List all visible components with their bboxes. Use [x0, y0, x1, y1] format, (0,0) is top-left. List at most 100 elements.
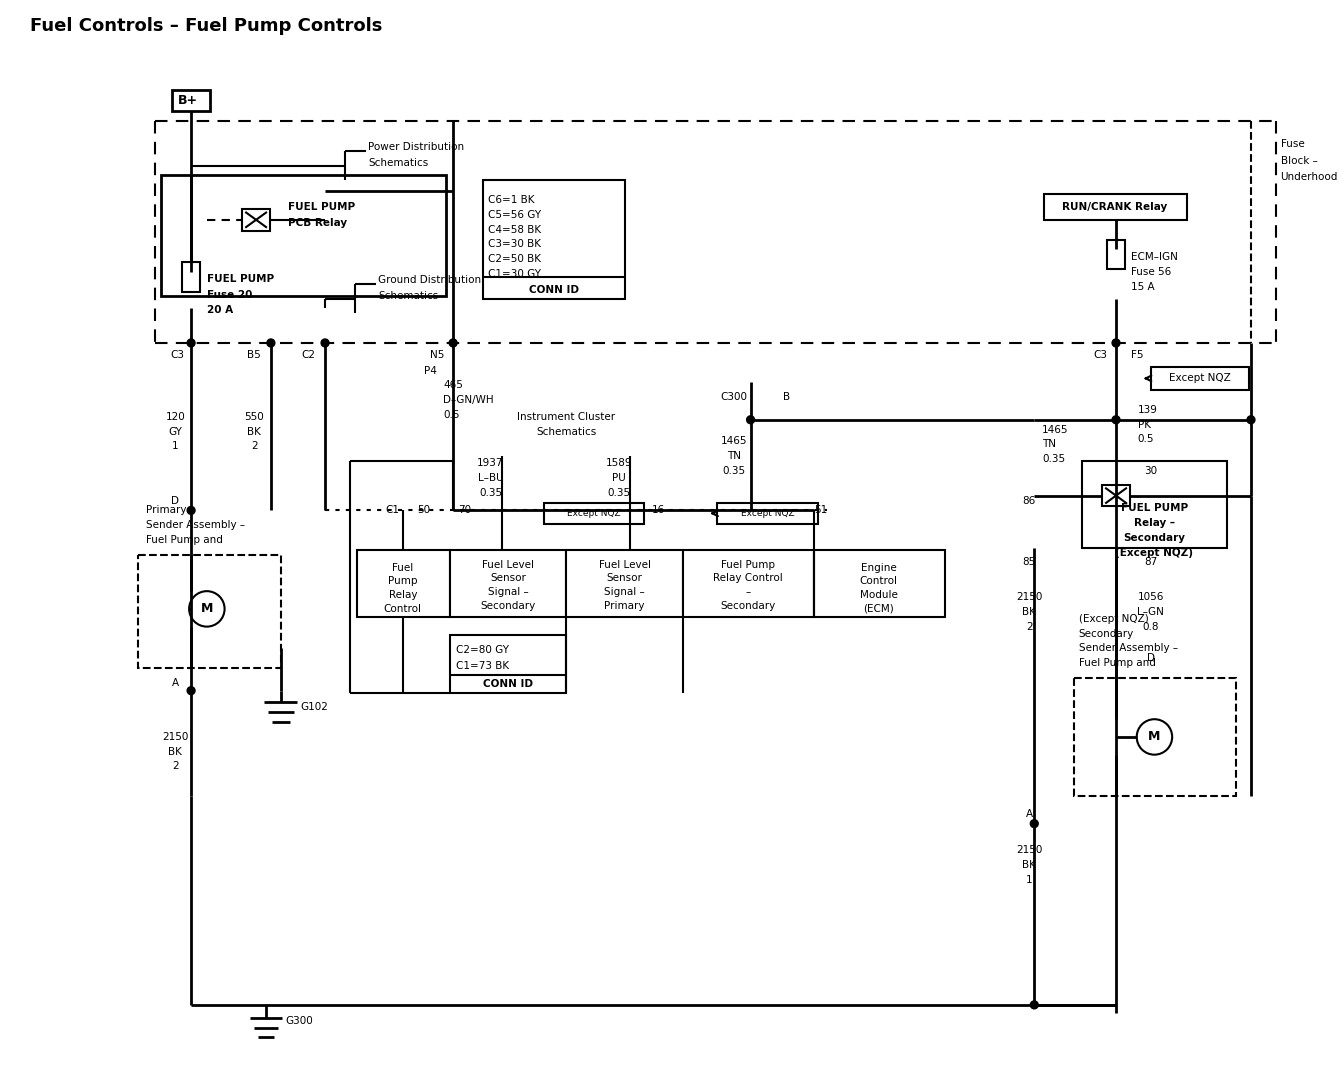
Bar: [172, 90, 210, 111]
Text: Fuel Pump: Fuel Pump: [720, 560, 774, 569]
Text: D–GN/WH: D–GN/WH: [444, 396, 493, 405]
Circle shape: [1247, 416, 1255, 423]
Text: L–BU: L–BU: [477, 473, 504, 482]
Text: C2=80 GY: C2=80 GY: [456, 645, 509, 655]
Text: A: A: [1025, 808, 1034, 819]
Text: TN: TN: [1042, 440, 1056, 449]
Circle shape: [187, 687, 195, 695]
Text: –: –: [745, 587, 750, 597]
Text: Fuel Controls – Fuel Pump Controls: Fuel Controls – Fuel Pump Controls: [30, 17, 382, 34]
Text: M: M: [1148, 730, 1161, 744]
Text: C3: C3: [1093, 349, 1107, 360]
Text: B: B: [784, 392, 790, 402]
Text: 0.5: 0.5: [1138, 434, 1154, 445]
Text: Control: Control: [860, 577, 898, 586]
Text: PK: PK: [1138, 420, 1150, 430]
Text: Fuel: Fuel: [392, 563, 414, 572]
Text: 0.35: 0.35: [1042, 455, 1066, 464]
Text: A: A: [172, 678, 179, 688]
Text: D: D: [1146, 653, 1154, 664]
Text: 1589: 1589: [605, 458, 632, 468]
Text: 550: 550: [245, 412, 263, 421]
Text: C1=73 BK: C1=73 BK: [456, 661, 509, 671]
Text: FUEL PUMP: FUEL PUMP: [1121, 504, 1188, 513]
Bar: [1150, 367, 1249, 390]
Bar: [450, 550, 566, 616]
Bar: [1044, 194, 1187, 220]
Text: 2150: 2150: [1016, 592, 1043, 602]
Bar: [544, 503, 644, 524]
Text: Sensor: Sensor: [491, 574, 527, 583]
Circle shape: [1031, 1001, 1038, 1009]
Text: 0.8: 0.8: [1142, 622, 1159, 631]
Text: FUEL PUMP: FUEL PUMP: [207, 274, 274, 284]
Text: Sender Assembly –: Sender Assembly –: [145, 520, 245, 531]
Text: BK: BK: [1023, 607, 1036, 616]
Text: N5: N5: [430, 349, 445, 360]
Text: C1: C1: [384, 505, 399, 516]
Text: C2=50 BK: C2=50 BK: [488, 254, 540, 264]
Circle shape: [1111, 339, 1120, 347]
Text: Block –: Block –: [1281, 155, 1317, 166]
Text: (ECM): (ECM): [863, 604, 894, 614]
Text: BK: BK: [168, 747, 183, 757]
Bar: [482, 180, 625, 299]
Text: Schematics: Schematics: [536, 427, 597, 436]
Bar: [718, 503, 817, 524]
Text: (Except NQZ): (Except NQZ): [1116, 548, 1193, 557]
Text: 2: 2: [1025, 622, 1032, 631]
Bar: [356, 550, 450, 616]
Text: 85: 85: [1023, 556, 1036, 567]
Text: Except NQZ: Except NQZ: [567, 509, 621, 518]
Text: 0.35: 0.35: [607, 488, 630, 497]
Text: PCB Relay: PCB Relay: [288, 218, 347, 227]
Text: 15 A: 15 A: [1130, 282, 1154, 292]
Text: PU: PU: [612, 473, 625, 482]
Text: M: M: [200, 602, 214, 615]
Text: Schematics: Schematics: [368, 158, 429, 167]
Text: C1=30 GY: C1=30 GY: [488, 269, 540, 279]
Text: Fuse 20: Fuse 20: [207, 289, 253, 300]
Text: 1: 1: [1025, 875, 1032, 884]
Text: Signal –: Signal –: [603, 587, 645, 597]
Bar: [450, 636, 566, 693]
Text: Secondary: Secondary: [1079, 628, 1134, 639]
Text: Schematics: Schematics: [378, 291, 438, 300]
Text: C3: C3: [171, 349, 184, 360]
Text: Control: Control: [384, 604, 422, 614]
Text: Relay Control: Relay Control: [712, 574, 782, 583]
Text: B5: B5: [247, 349, 261, 360]
Circle shape: [1031, 820, 1038, 828]
Circle shape: [1111, 416, 1120, 423]
Text: Secondary: Secondary: [481, 601, 536, 611]
Text: 0.35: 0.35: [478, 488, 503, 497]
Text: Module: Module: [860, 590, 898, 600]
Text: Ground Distribution: Ground Distribution: [378, 274, 481, 285]
Text: (Except NQZ): (Except NQZ): [1079, 614, 1148, 624]
Text: Instrument Cluster: Instrument Cluster: [517, 412, 616, 421]
Text: 2150: 2150: [1016, 845, 1043, 855]
Text: G102: G102: [301, 702, 328, 713]
Text: Fuse: Fuse: [1281, 139, 1304, 149]
Text: 1056: 1056: [1137, 592, 1164, 602]
Text: CONN ID: CONN ID: [528, 285, 578, 295]
Text: TN: TN: [727, 451, 741, 461]
Text: Relay: Relay: [388, 590, 417, 600]
Text: Signal –: Signal –: [488, 587, 528, 597]
Text: Secondary: Secondary: [1124, 533, 1185, 544]
Text: F5: F5: [1130, 349, 1144, 360]
Text: C3=30 BK: C3=30 BK: [488, 239, 540, 250]
Bar: [683, 550, 813, 616]
Text: Except NQZ: Except NQZ: [741, 509, 794, 518]
Text: RUN/CRANK Relay: RUN/CRANK Relay: [1062, 202, 1168, 212]
Text: B+: B+: [179, 94, 199, 107]
Bar: [813, 550, 945, 616]
Text: L–GN: L–GN: [1137, 607, 1164, 616]
Bar: [1107, 239, 1125, 269]
Text: Engine: Engine: [860, 563, 896, 572]
Text: Sender Assembly –: Sender Assembly –: [1079, 643, 1177, 653]
Circle shape: [267, 339, 274, 347]
Text: Power Distribution: Power Distribution: [368, 142, 465, 152]
Text: 1465: 1465: [720, 436, 747, 446]
Text: C300: C300: [720, 392, 747, 402]
